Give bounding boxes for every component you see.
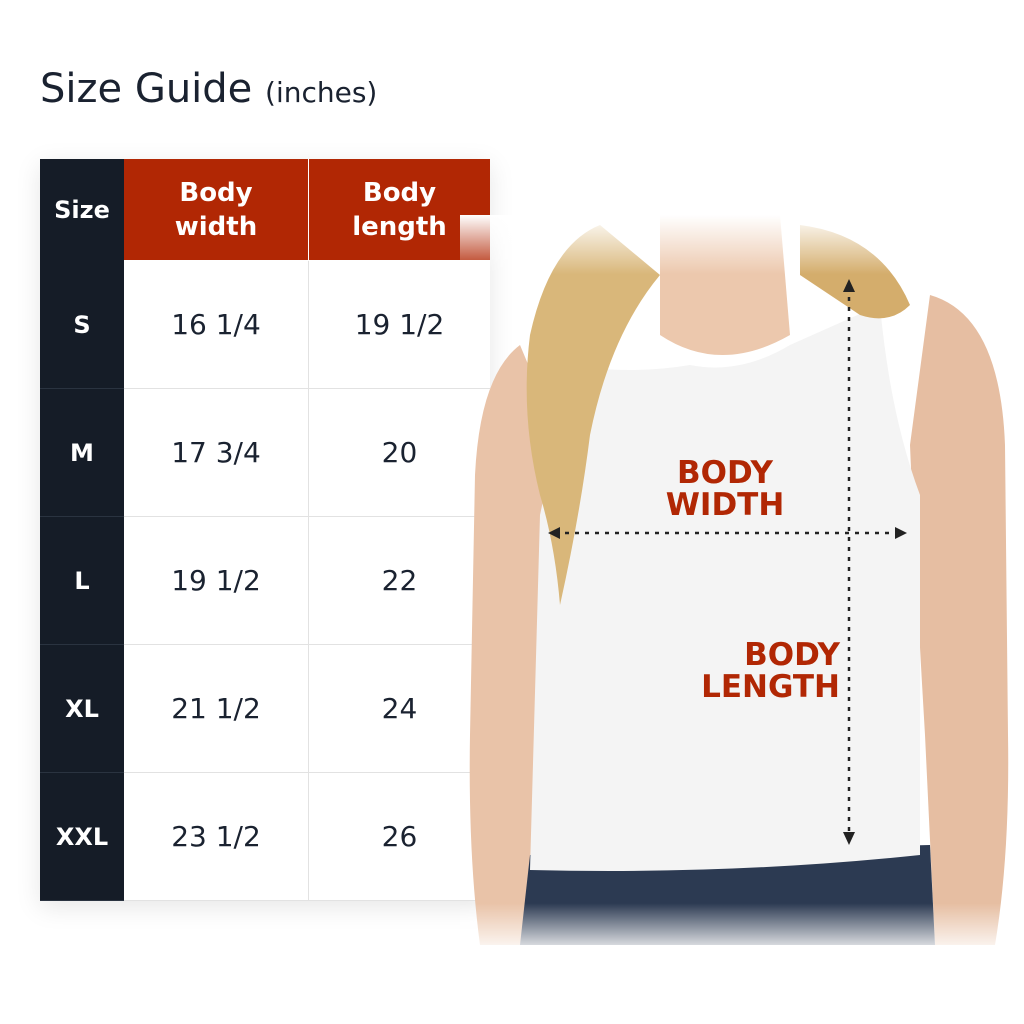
title-unit: (inches) [265, 76, 378, 109]
width-cell: 17 3/4 [124, 389, 309, 517]
header-body-width: Body width [124, 159, 309, 261]
size-table: Size Body width Body length S 16 1/4 19 … [40, 159, 490, 901]
body-length-label: BODY LENGTH [701, 637, 840, 705]
table-row: XL 21 1/2 24 [40, 645, 490, 773]
size-cell: M [40, 389, 124, 517]
body-width-label: BODY WIDTH [665, 455, 785, 523]
size-cell: XXL [40, 773, 124, 901]
body-width-arrow [548, 527, 907, 539]
width-cell: 16 1/4 [124, 261, 309, 389]
table-header: Size Body width Body length [40, 159, 490, 261]
length-cell: 19 1/2 [309, 261, 490, 389]
title-main: Size Guide [40, 66, 253, 112]
length-cell: 22 [309, 517, 490, 645]
length-cell: 24 [309, 645, 490, 773]
model-figure: BODY WIDTH BODY LENGTH [460, 215, 1020, 955]
body-length-arrow [843, 279, 855, 845]
width-cell: 23 1/2 [124, 773, 309, 901]
width-cell: 19 1/2 [124, 517, 309, 645]
page-title: Size Guide (inches) [40, 64, 377, 118]
size-cell: XL [40, 645, 124, 773]
model-illustration [460, 215, 1020, 955]
width-cell: 21 1/2 [124, 645, 309, 773]
table-row: S 16 1/4 19 1/2 [40, 261, 490, 389]
header-body-length: Body length [309, 159, 490, 261]
size-cell: S [40, 261, 124, 389]
table-row: L 19 1/2 22 [40, 517, 490, 645]
header-size: Size [40, 159, 124, 261]
table-row: XXL 23 1/2 26 [40, 773, 490, 901]
table-row: M 17 3/4 20 [40, 389, 490, 517]
length-cell: 20 [309, 389, 490, 517]
size-cell: L [40, 517, 124, 645]
length-cell: 26 [309, 773, 490, 901]
